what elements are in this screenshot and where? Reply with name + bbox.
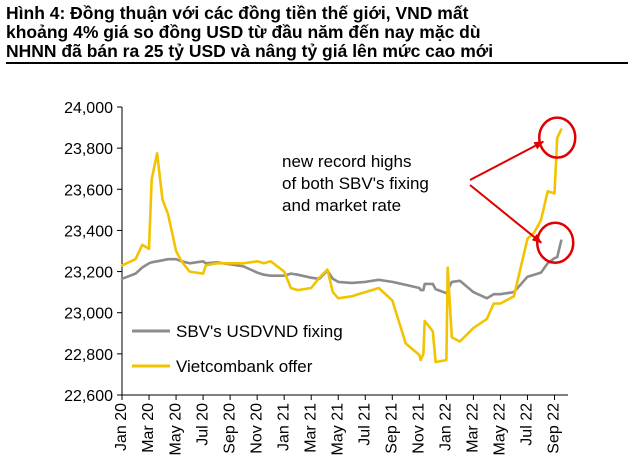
legend: SBV's USDVND fixing Vietcombank offer [126,317,348,380]
x-tick-label: Jan 20 [113,403,130,451]
annotation-text-line: and market rate [282,196,401,215]
x-tick-label: Sep 21 [384,403,401,454]
legend-label: SBV's USDVND fixing [176,322,343,341]
annotation-text-line: of both SBV's fixing [282,174,429,193]
x-tick-label: May 22 [492,403,509,456]
x-tick-label: Jul 21 [356,403,373,446]
highlight-circle [537,116,577,159]
x-tick-label: Jan 21 [275,403,292,451]
figure-caption: Hình 4: Đồng thuận với các đồng tiền thế… [6,4,628,64]
series-line-vietcombank-offer [120,128,563,364]
annotation-arrow [469,140,545,181]
y-tick-label: 23,200 [64,265,113,282]
axes-group: 22,600 22,800 23,000 23,200 23,400 23,600 23,8… [64,100,568,455]
series-group [120,128,563,364]
annotation-text-line: new record highs [282,152,411,171]
y-tick-label: 22,600 [64,388,113,405]
x-tick-label: Nov 20 [248,403,265,454]
x-tick-label: Mar 21 [302,403,319,453]
y-tick-label: 22,800 [64,347,113,364]
y-tick-label: 23,400 [64,223,113,240]
x-tick-label: Mar 22 [465,403,482,453]
x-tick-label: May 20 [167,403,184,456]
annotation-arrow [469,184,543,244]
x-tick-label: Sep 20 [221,403,238,454]
x-tick-label: Jul 20 [194,403,211,446]
caption-line-2: khoảng 4% giá so đồng USD từ đầu năm đến… [6,22,481,42]
y-tick-label: 23,000 [64,306,113,323]
x-tick-label: Jul 22 [519,403,536,446]
x-tick-label: Nov 21 [411,403,428,454]
y-tick-label: 23,800 [64,141,113,158]
caption-line-1: Hình 4: Đồng thuận với các đồng tiền thế… [6,3,469,23]
y-tick-label: 24,000 [64,100,113,117]
y-tick-label: 23,600 [64,182,113,199]
x-tick-label: Sep 22 [546,403,563,454]
legend-label: Vietcombank offer [176,357,313,376]
x-tick-label: Mar 20 [140,403,157,453]
caption-line-3: NHNN đã bán ra 25 tỷ USD và nâng tỷ giá … [6,41,494,61]
annotation-group: new record highs of both SBV's fixing and … [282,116,577,264]
x-tick-label: Jan 22 [438,403,455,451]
x-tick-label: May 21 [329,403,346,456]
